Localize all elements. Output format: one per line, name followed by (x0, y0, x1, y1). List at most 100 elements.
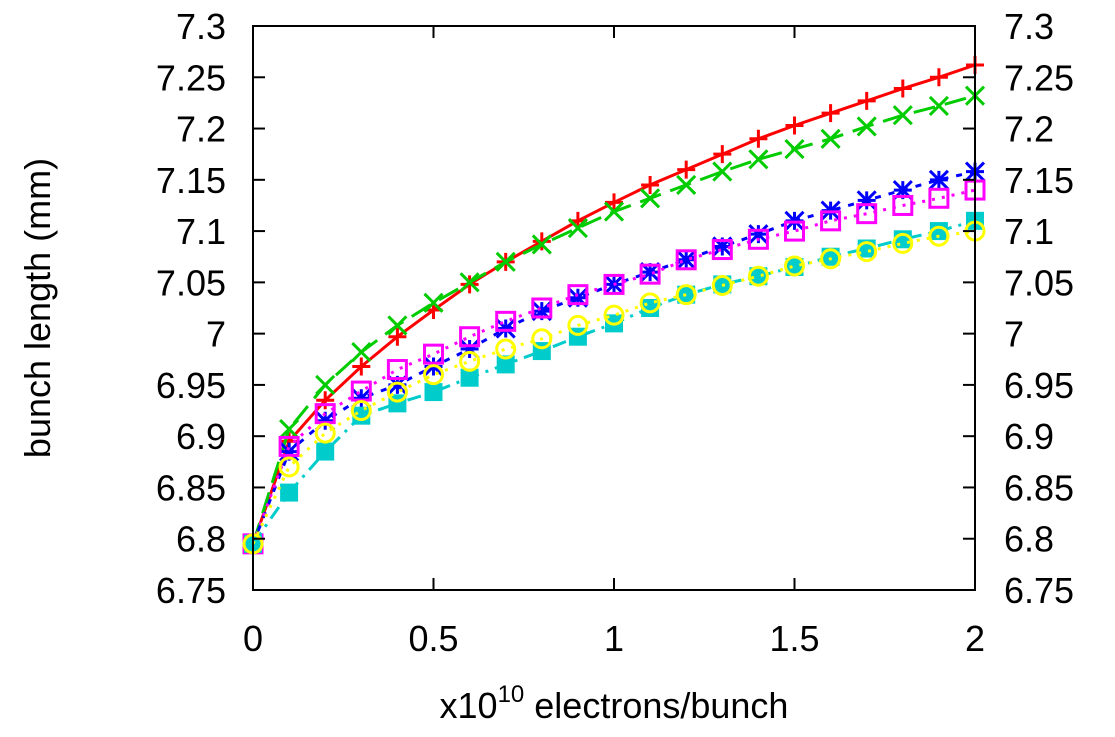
data-point (640, 188, 661, 209)
y-tick-label: 6.9 (176, 416, 226, 457)
data-point (459, 338, 480, 360)
data-point (315, 374, 336, 395)
data-point (928, 225, 950, 247)
data-point (928, 187, 950, 209)
data-point (892, 180, 913, 201)
data-point (531, 297, 553, 319)
data-point (459, 350, 481, 372)
data-point (711, 239, 733, 261)
axis-tick-labels: 6.75 6.75 6.8 6.8 6.85 6.85 6.9 6.9 6.95 6.95 7 7 7.… (156, 6, 1074, 659)
data-point (278, 456, 300, 478)
y2-tick-label: 7.3 (1004, 6, 1054, 47)
data-point (641, 175, 660, 194)
y2-tick-label: 6.9 (1004, 416, 1054, 457)
x-axis-title-suffix: electrons/bunch (524, 685, 788, 726)
data-point (785, 257, 804, 276)
data-point (531, 301, 552, 322)
data-point (856, 190, 877, 211)
data-point (713, 145, 732, 164)
data-point (386, 381, 408, 403)
data-point (892, 194, 914, 216)
data-point (567, 284, 589, 306)
data-point (387, 315, 408, 336)
axis-ticks (252, 25, 976, 591)
y2-tick-label: 6.75 (1004, 570, 1074, 611)
series-line (251, 63, 976, 545)
data-point (603, 273, 625, 295)
data-point (279, 418, 300, 440)
series-line (251, 229, 976, 545)
y2-tick-label: 7.15 (1004, 160, 1074, 201)
y2-tick-label: 7.1 (1004, 211, 1054, 252)
data-series (242, 179, 986, 555)
data-point (677, 160, 696, 179)
data-point (675, 249, 697, 271)
data-point (567, 314, 589, 336)
data-point (676, 174, 697, 196)
y2-tick-label: 6.8 (1004, 519, 1054, 560)
plot-series (242, 55, 986, 555)
data-point (495, 310, 517, 332)
plot-frame (252, 25, 976, 591)
data-point (316, 391, 335, 410)
y2-tick-label: 7.25 (1004, 57, 1074, 98)
data-point (857, 91, 876, 110)
data-point (711, 274, 733, 296)
y-tick-label: 7.2 (176, 109, 226, 150)
x-axis-title: x1010 electrons/bunch (440, 681, 789, 726)
data-point (856, 241, 878, 263)
x-tick-label: 0 (243, 618, 263, 659)
data-point (748, 224, 769, 245)
data-point (532, 232, 551, 251)
data-point (928, 95, 949, 117)
data-point (712, 236, 733, 257)
data-point (928, 169, 949, 190)
data-point (279, 441, 300, 462)
data-point (423, 364, 444, 386)
data-point (677, 285, 696, 304)
y2-tick-label: 6.95 (1004, 365, 1074, 406)
data-point (531, 234, 552, 255)
data-point (639, 292, 661, 314)
data-point (315, 410, 336, 431)
data-point (892, 105, 913, 126)
data-point (749, 129, 768, 148)
y-tick-label: 7.05 (156, 262, 226, 303)
data-point (386, 359, 408, 381)
data-point (785, 116, 804, 135)
data-point (280, 483, 299, 502)
data-point (929, 222, 948, 241)
x-tick-label: 0.5 (408, 618, 458, 659)
y-tick-label: 7 (206, 314, 226, 355)
y-axis-title: bunch length (mm) (17, 158, 58, 458)
data-point (495, 318, 516, 339)
data-point (820, 248, 842, 270)
data-point (278, 435, 300, 457)
data-point (531, 328, 553, 350)
data-series (242, 220, 986, 555)
data-point (423, 292, 444, 313)
data-point (748, 149, 769, 170)
series-line (251, 188, 976, 545)
y-tick-label: 6.8 (176, 519, 226, 560)
y-tick-label: 6.85 (156, 467, 226, 508)
data-point (856, 116, 877, 137)
data-point (784, 255, 805, 277)
x-tick-label: 1.5 (769, 618, 819, 659)
x-axis-title-exponent: 10 (498, 681, 525, 708)
data-point (495, 251, 516, 272)
data-point (495, 338, 517, 360)
y-tick-label: 6.95 (156, 365, 226, 406)
y-tick-label: 7.25 (156, 57, 226, 98)
data-point (460, 368, 479, 387)
y-tick-label: 7.15 (156, 160, 226, 201)
data-point (314, 422, 336, 444)
y2-tick-label: 7 (1004, 314, 1024, 355)
data-series (244, 55, 984, 553)
data-point (821, 104, 840, 123)
data-point (605, 193, 623, 212)
data-point (820, 128, 841, 149)
data-point (892, 232, 914, 254)
y-tick-label: 7.3 (176, 6, 226, 47)
